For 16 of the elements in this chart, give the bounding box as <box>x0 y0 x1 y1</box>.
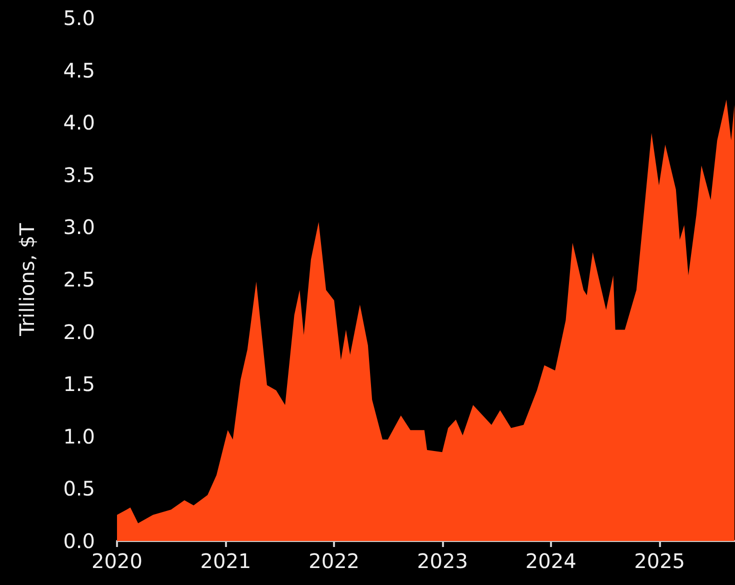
y-tick-label: 1.0 <box>63 424 95 448</box>
x-tick-label: 2025 <box>634 549 686 573</box>
y-tick-label: 2.0 <box>63 320 95 344</box>
y-tick-label: 1.5 <box>63 372 95 396</box>
y-axis-title: Trillions, $T <box>15 222 39 337</box>
y-tick-label: 3.5 <box>63 162 95 187</box>
y-tick-label: 4.0 <box>63 110 95 135</box>
y-tick-label: 2.5 <box>63 268 95 292</box>
x-tick-label: 2023 <box>417 549 468 573</box>
x-tick-label: 2024 <box>525 549 576 573</box>
y-tick-label: 0.5 <box>63 476 95 501</box>
x-tick-label: 2022 <box>308 549 360 573</box>
y-tick-label: 5.0 <box>63 6 95 30</box>
x-tick-label: 2021 <box>200 549 252 573</box>
y-tick-label: 4.5 <box>63 58 95 82</box>
y-tick-label: 3.0 <box>63 215 95 240</box>
